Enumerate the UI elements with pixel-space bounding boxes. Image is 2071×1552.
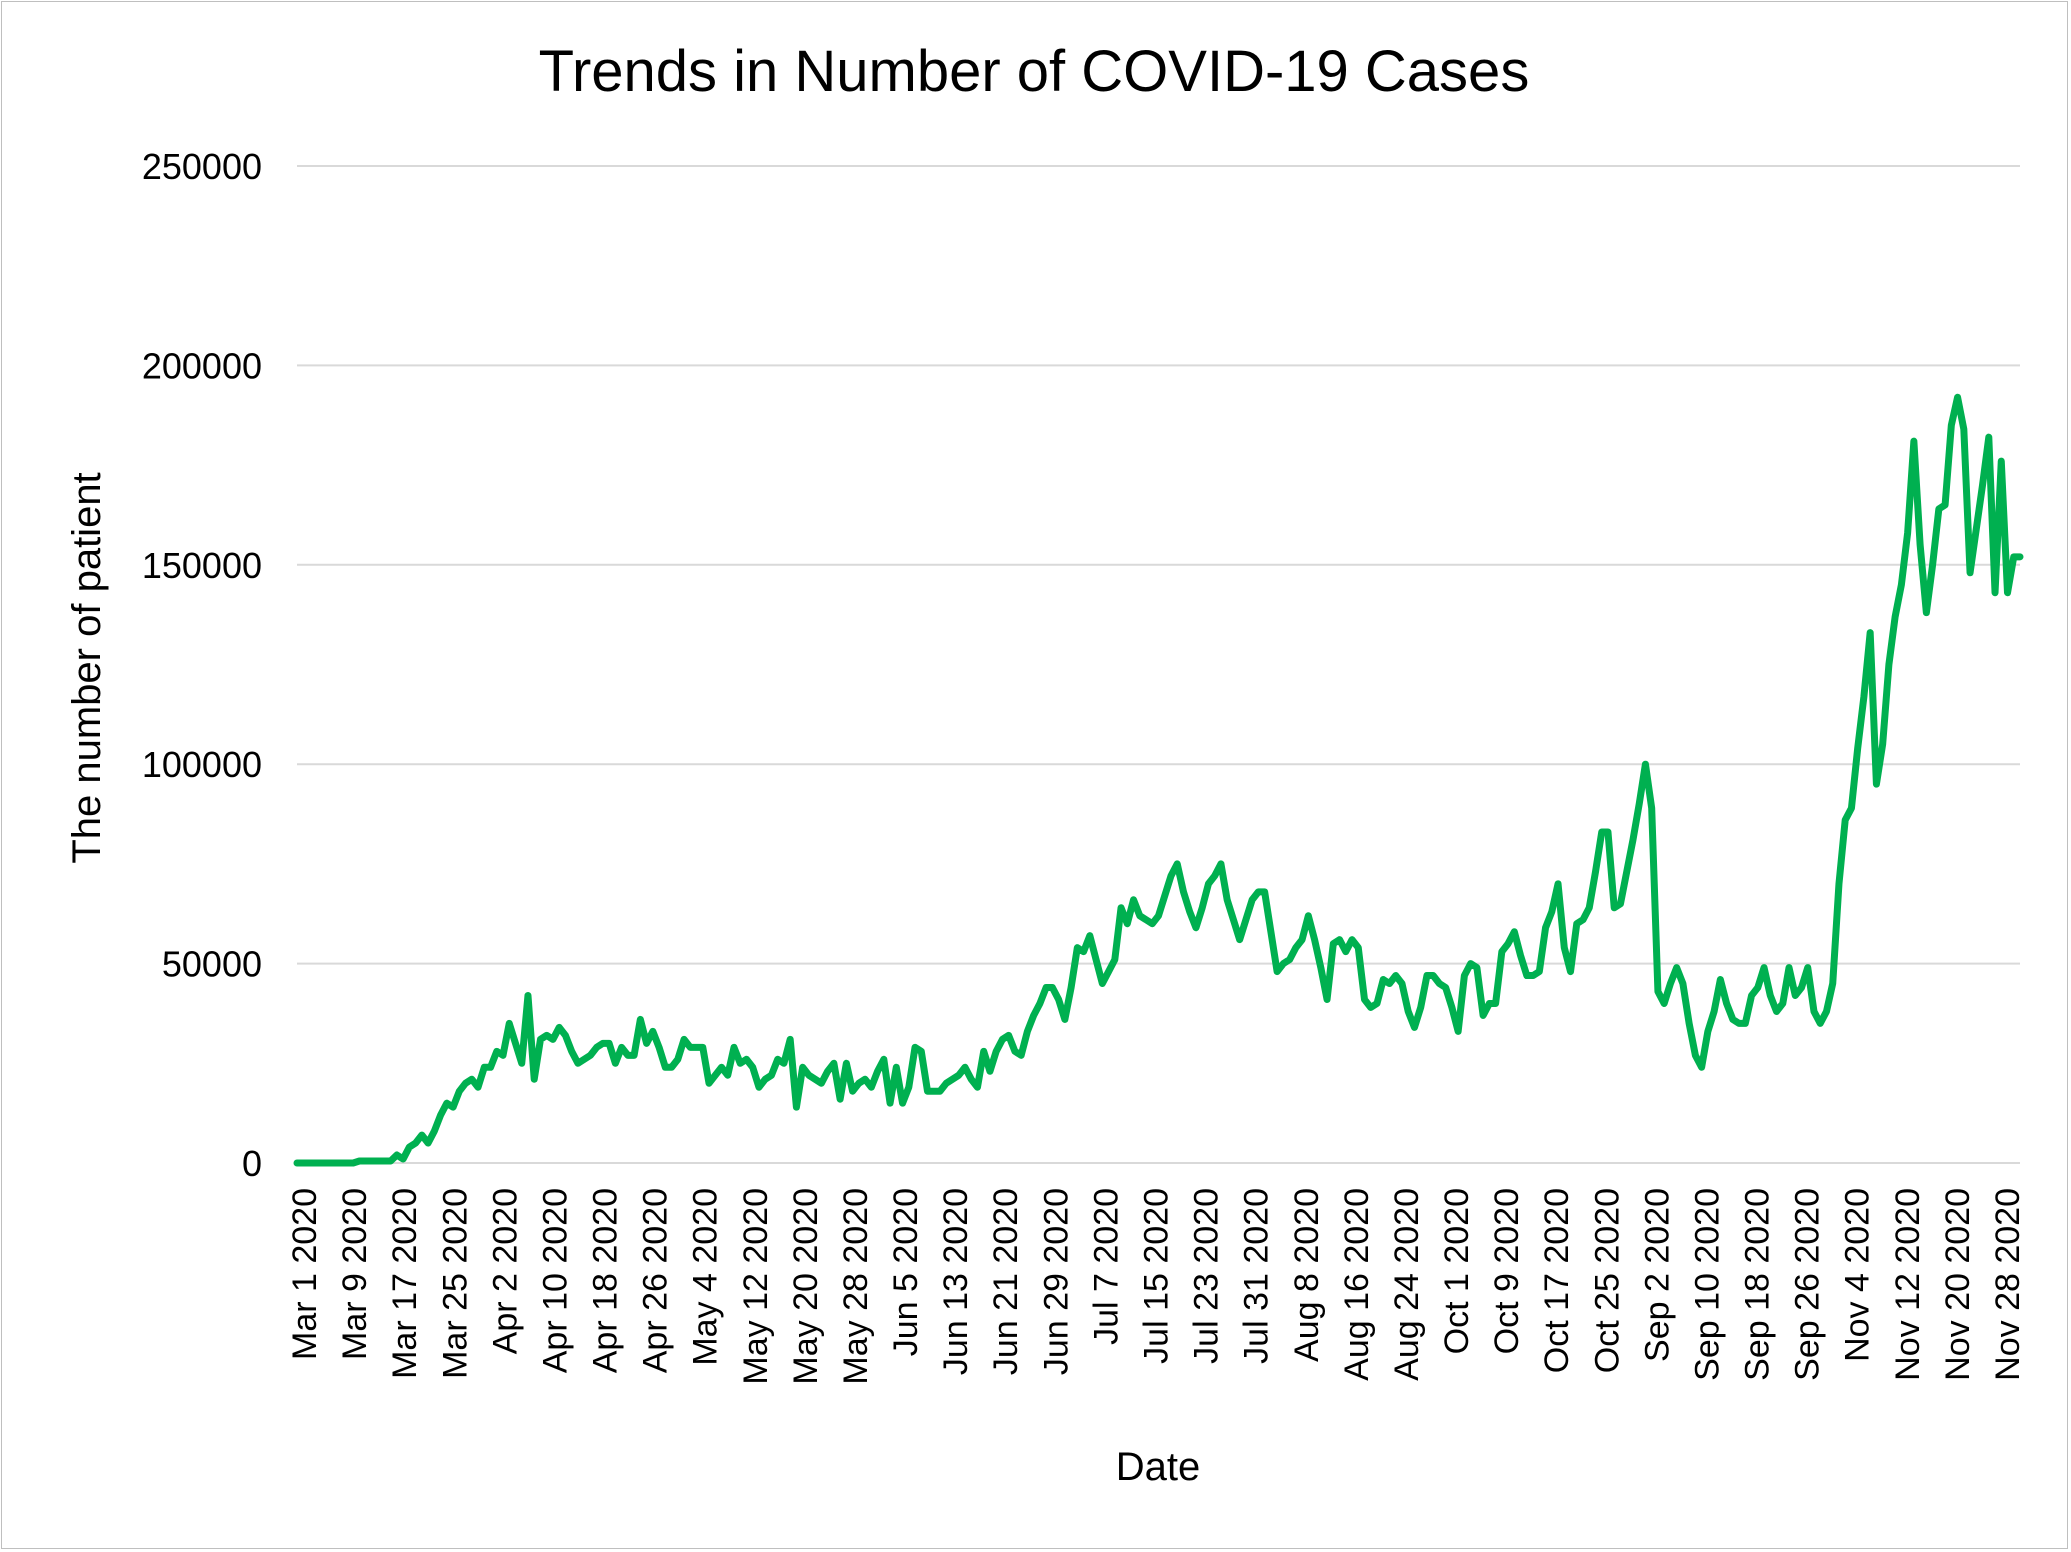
x-tick-label: Mar 25 2020: [436, 1188, 474, 1379]
series-line: [293, 393, 2024, 1167]
y-tick-label: 150000: [142, 545, 262, 586]
x-tick-label: May 12 2020: [737, 1188, 775, 1385]
x-tick-label: Mar 1 2020: [286, 1188, 324, 1360]
x-tick-label: Jun 21 2020: [987, 1188, 1025, 1375]
x-tick-label: Oct 17 2020: [1538, 1188, 1576, 1373]
x-tick-label: Oct 25 2020: [1588, 1188, 1626, 1373]
x-tick-label: Apr 26 2020: [637, 1188, 675, 1373]
x-tick-label: Nov 28 2020: [1989, 1188, 2027, 1381]
x-tick-label: Oct 1 2020: [1438, 1188, 1476, 1354]
chart-title: Trends in Number of COVID-19 Cases: [539, 39, 1530, 104]
x-axis-ticks: Mar 1 2020 Mar 9 2020 Mar 17 2020 Mar 25 20…: [286, 1188, 2027, 1385]
x-tick-label: Apr 18 2020: [587, 1188, 625, 1373]
x-tick-label: Nov 4 2020: [1839, 1188, 1877, 1362]
x-tick-label: Nov 12 2020: [1889, 1188, 1927, 1381]
x-tick-label: Apr 10 2020: [536, 1188, 574, 1373]
gridlines: [297, 165, 2020, 1164]
x-tick-label: Mar 17 2020: [386, 1188, 424, 1379]
x-tick-label: May 20 2020: [787, 1188, 825, 1385]
x-tick-label: Sep 18 2020: [1739, 1188, 1777, 1381]
y-tick-label: 100000: [142, 744, 262, 785]
x-tick-label: Jun 13 2020: [937, 1188, 975, 1375]
y-axis-ticks: 0 50000 100000 150000 200000 250000: [142, 146, 262, 1184]
x-tick-label: May 4 2020: [687, 1188, 725, 1366]
x-tick-label: Sep 2 2020: [1638, 1188, 1676, 1362]
y-tick-label: 250000: [142, 146, 262, 187]
x-tick-label: Aug 16 2020: [1338, 1188, 1376, 1381]
series-group: [293, 393, 2024, 1167]
x-tick-label: Sep 10 2020: [1688, 1188, 1726, 1381]
y-tick-label: 50000: [162, 944, 262, 985]
x-tick-label: Jul 15 2020: [1138, 1188, 1176, 1364]
x-tick-label: Mar 9 2020: [336, 1188, 374, 1360]
x-tick-label: Aug 24 2020: [1388, 1188, 1426, 1381]
x-tick-label: Jun 5 2020: [887, 1188, 925, 1356]
x-tick-label: Apr 2 2020: [486, 1188, 524, 1354]
x-tick-label: Jul 23 2020: [1188, 1188, 1226, 1364]
x-axis-label: Date: [1116, 1445, 1201, 1489]
x-tick-label: Oct 9 2020: [1488, 1188, 1526, 1354]
x-tick-label: May 28 2020: [837, 1188, 875, 1385]
y-tick-label: 0: [242, 1143, 262, 1184]
y-tick-label: 200000: [142, 345, 262, 386]
x-tick-label: Nov 20 2020: [1939, 1188, 1977, 1381]
x-tick-label: Jun 29 2020: [1037, 1188, 1075, 1375]
x-tick-label: Aug 8 2020: [1288, 1188, 1326, 1362]
x-tick-label: Sep 26 2020: [1789, 1188, 1827, 1381]
x-tick-label: Jul 31 2020: [1238, 1188, 1276, 1364]
x-tick-label: Jul 7 2020: [1087, 1188, 1125, 1345]
y-axis-label: The number of patient: [65, 472, 109, 863]
